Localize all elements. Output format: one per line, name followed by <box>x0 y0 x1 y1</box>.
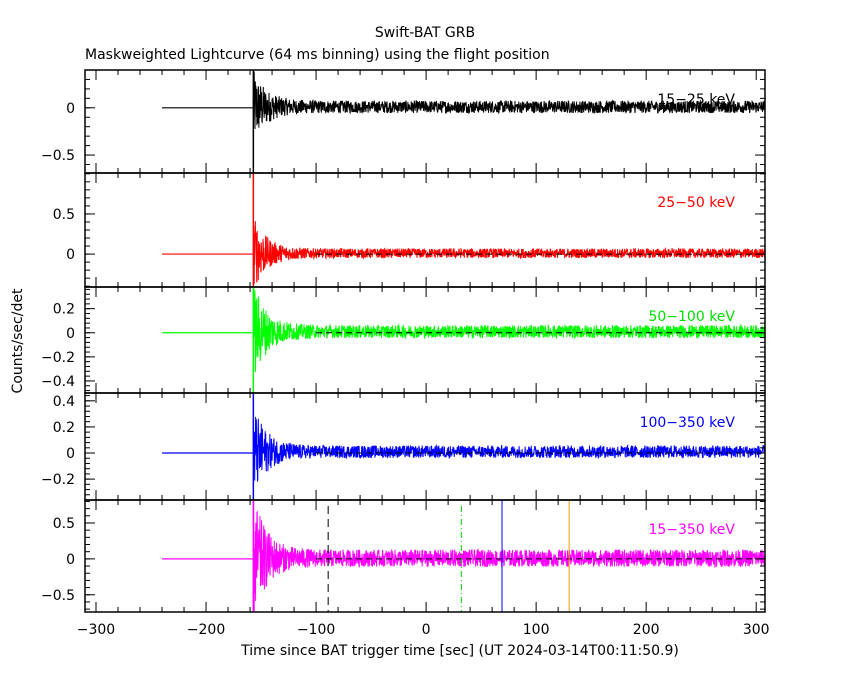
x-tick-label: −300 <box>77 622 115 638</box>
lightcurve-series <box>252 289 765 379</box>
energy-band-label: 50−100 keV <box>648 309 735 325</box>
panel-frame <box>84 69 766 174</box>
chart-title: Swift-BAT GRB <box>375 25 475 41</box>
energy-band-label: 15−25 keV <box>657 92 735 108</box>
y-tick-label: 0 <box>66 247 75 263</box>
y-tick-label: −0.2 <box>41 472 75 488</box>
x-tick-label: 100 <box>523 622 550 638</box>
lightcurve-series <box>252 500 765 612</box>
panel-frame <box>84 286 766 394</box>
panel-25-50-keV-data <box>162 173 765 287</box>
panel-100-350-keV-data <box>162 393 765 500</box>
x-tick-label: 0 <box>422 622 431 638</box>
y-tick-label: 0.2 <box>53 420 75 436</box>
y-tick-label: 0 <box>66 101 75 117</box>
chart-subtitle: Maskweighted Lightcurve (64 ms binning) … <box>85 47 550 63</box>
y-tick-label: −0.5 <box>41 588 75 604</box>
y-tick-label: −0.4 <box>41 374 75 390</box>
panel-15-350-keV-data <box>162 500 765 612</box>
lightcurve-series <box>252 221 765 284</box>
x-tick-label: 300 <box>743 622 770 638</box>
panel-frame <box>84 499 766 613</box>
energy-band-label: 25−50 keV <box>657 195 735 211</box>
y-tick-label: 0 <box>66 326 75 342</box>
x-tick-label: 200 <box>633 622 660 638</box>
x-axis-label: Time since BAT trigger time [sec] (UT 20… <box>240 643 679 659</box>
x-tick-label: −100 <box>297 622 335 638</box>
y-tick-label: 0.2 <box>53 302 75 318</box>
x-tick-label: −200 <box>187 622 225 638</box>
panel-50-100-keV-data <box>162 287 765 393</box>
y-tick-label: 0 <box>66 552 75 568</box>
lightcurve-series <box>252 71 765 130</box>
y-tick-label: 0.5 <box>53 207 75 223</box>
y-tick-label: −0.5 <box>41 148 75 164</box>
lightcurve-series <box>252 416 765 482</box>
energy-band-label: 15−350 keV <box>648 522 735 538</box>
energy-band-label: 100−350 keV <box>640 415 736 431</box>
y-tick-label: 0.4 <box>53 394 75 410</box>
y-tick-label: −0.2 <box>41 350 75 366</box>
panel-15-25-keV-data <box>162 70 765 173</box>
y-axis-label: Counts/sec/det <box>10 288 26 393</box>
y-tick-label: 0 <box>66 446 75 462</box>
panel-frame <box>84 172 766 288</box>
y-tick-label: 0.5 <box>53 516 75 532</box>
